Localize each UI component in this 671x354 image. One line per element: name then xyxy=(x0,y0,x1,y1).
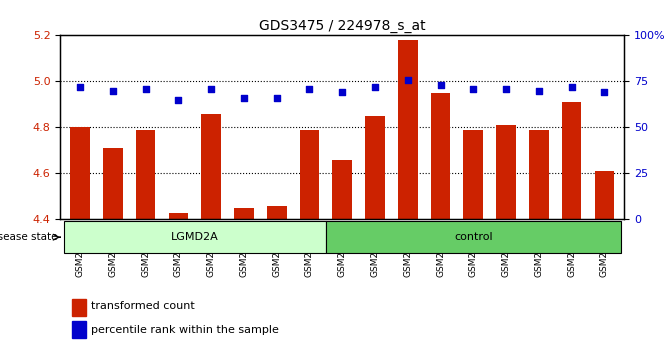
Point xyxy=(74,84,85,90)
Text: disease state: disease state xyxy=(0,232,58,242)
Point xyxy=(468,86,478,92)
Bar xyxy=(529,130,549,354)
Point xyxy=(566,84,577,90)
Bar xyxy=(168,213,188,354)
Text: percentile rank within the sample: percentile rank within the sample xyxy=(91,325,279,335)
Point xyxy=(140,86,151,92)
Point xyxy=(533,88,544,93)
Point xyxy=(206,86,217,92)
Bar xyxy=(562,102,582,354)
Point xyxy=(403,77,413,82)
Bar xyxy=(72,321,86,338)
Bar xyxy=(595,171,614,354)
Bar xyxy=(103,148,123,354)
Bar xyxy=(332,160,352,354)
Text: LGMD2A: LGMD2A xyxy=(171,232,219,242)
Point xyxy=(370,84,380,90)
Point xyxy=(337,90,348,95)
Bar xyxy=(431,93,450,354)
Bar xyxy=(497,125,516,354)
Bar xyxy=(201,114,221,354)
Bar xyxy=(398,40,417,354)
Bar xyxy=(464,130,483,354)
Point xyxy=(304,86,315,92)
Text: transformed count: transformed count xyxy=(91,301,195,311)
Bar xyxy=(136,130,156,354)
Bar xyxy=(365,116,384,354)
Bar xyxy=(300,130,319,354)
FancyBboxPatch shape xyxy=(64,221,326,253)
Bar xyxy=(72,299,86,316)
Point xyxy=(173,97,184,103)
FancyBboxPatch shape xyxy=(326,221,621,253)
Point xyxy=(271,95,282,101)
Point xyxy=(107,88,118,93)
Title: GDS3475 / 224978_s_at: GDS3475 / 224978_s_at xyxy=(259,19,425,33)
Text: control: control xyxy=(454,232,493,242)
Bar xyxy=(70,127,90,354)
Point xyxy=(501,86,511,92)
Point xyxy=(238,95,249,101)
Bar xyxy=(234,208,254,354)
Bar xyxy=(267,206,287,354)
Point xyxy=(435,82,446,88)
Point xyxy=(599,90,610,95)
